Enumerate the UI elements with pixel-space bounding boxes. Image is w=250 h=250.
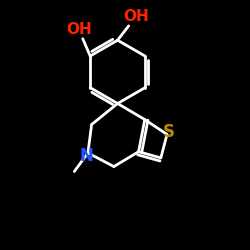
Text: OH: OH	[123, 9, 148, 24]
Text: S: S	[163, 124, 175, 142]
Text: OH: OH	[66, 22, 92, 37]
Text: N: N	[80, 147, 94, 165]
